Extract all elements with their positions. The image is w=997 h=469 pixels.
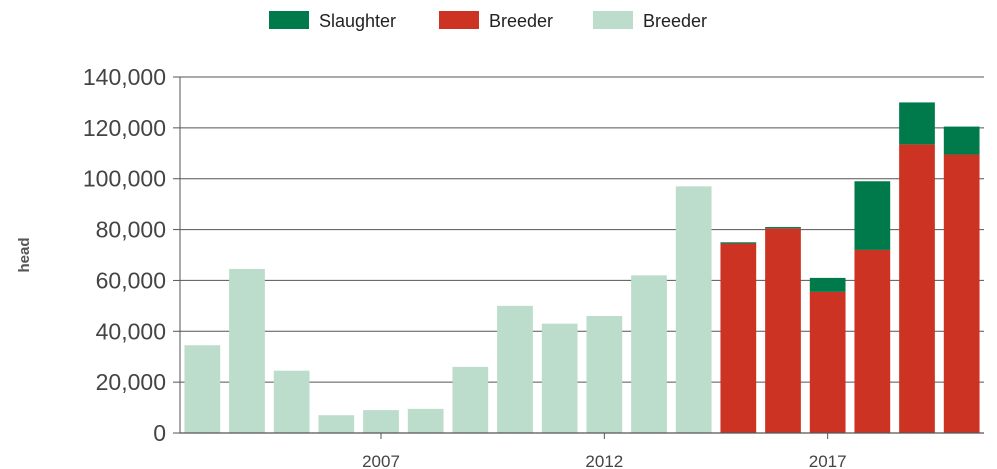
y-tick-labels: 0 20,000 40,000 60,000 80,000 100,000 120,000 1… <box>83 64 166 446</box>
bar-breeder-2020 <box>943 154 980 434</box>
legend-label: Breeder <box>643 11 707 31</box>
legend-swatch <box>593 11 633 29</box>
y-tick-label: 100,000 <box>83 166 166 192</box>
bar-breeder-2008 <box>407 408 444 433</box>
bar-slaughter-2017 <box>809 277 846 292</box>
y-tick-label: 0 <box>153 420 166 446</box>
bar-slaughter-2016 <box>765 227 801 229</box>
bar-breeder-2017 <box>809 291 846 433</box>
y-tick-label: 140,000 <box>83 64 166 90</box>
x-tick-label: 2017 <box>809 452 847 469</box>
y-tick-label: 20,000 <box>96 369 166 395</box>
bar-breeder-2006 <box>318 415 355 433</box>
gridlines <box>173 76 984 434</box>
bar-slaughter-2020 <box>943 126 980 155</box>
x-tick-label: 2007 <box>362 452 400 469</box>
bar-slaughter-2019 <box>899 102 935 145</box>
bar-breeder-2011 <box>541 323 578 433</box>
bar-breeder-2013 <box>631 275 667 433</box>
bar-breeder-2010 <box>497 305 533 433</box>
bar-breeder-2012 <box>586 316 623 433</box>
bar-slaughter-2018 <box>854 181 891 250</box>
bar-breeder-2018 <box>854 249 891 433</box>
bar-breeder-2005 <box>273 370 310 433</box>
bar-breeder-2015 <box>720 243 757 433</box>
y-tick-label: 40,000 <box>96 318 166 344</box>
bar-breeder-2004 <box>229 268 265 433</box>
bar-breeder-2007 <box>363 410 399 433</box>
y-tick-label: 80,000 <box>96 217 166 243</box>
y-axis-label: head <box>16 237 33 272</box>
legend-label: Breeder <box>489 11 553 31</box>
bar-breeder-2009 <box>452 366 489 433</box>
axes <box>179 77 984 434</box>
legend: Slaughter Breeder Breeder <box>269 11 707 31</box>
x-tick-labels: 2007 2012 2017 <box>362 433 847 469</box>
bars <box>184 102 980 434</box>
bar-breeder-2003 <box>184 345 221 433</box>
bar-breeder-2019 <box>899 144 935 433</box>
legend-label: Slaughter <box>319 11 396 31</box>
legend-item: Breeder <box>439 11 553 31</box>
bar-breeder-2016 <box>765 228 801 433</box>
legend-item: Slaughter <box>269 11 396 31</box>
bar-breeder-2014 <box>675 186 712 433</box>
bar-slaughter-2015 <box>720 242 757 244</box>
legend-item: Breeder <box>593 11 707 31</box>
y-tick-label: 120,000 <box>83 115 166 141</box>
y-tick-label: 60,000 <box>96 267 166 293</box>
legend-swatch <box>439 11 479 29</box>
x-tick-label: 2012 <box>585 452 623 469</box>
legend-swatch <box>269 11 309 29</box>
